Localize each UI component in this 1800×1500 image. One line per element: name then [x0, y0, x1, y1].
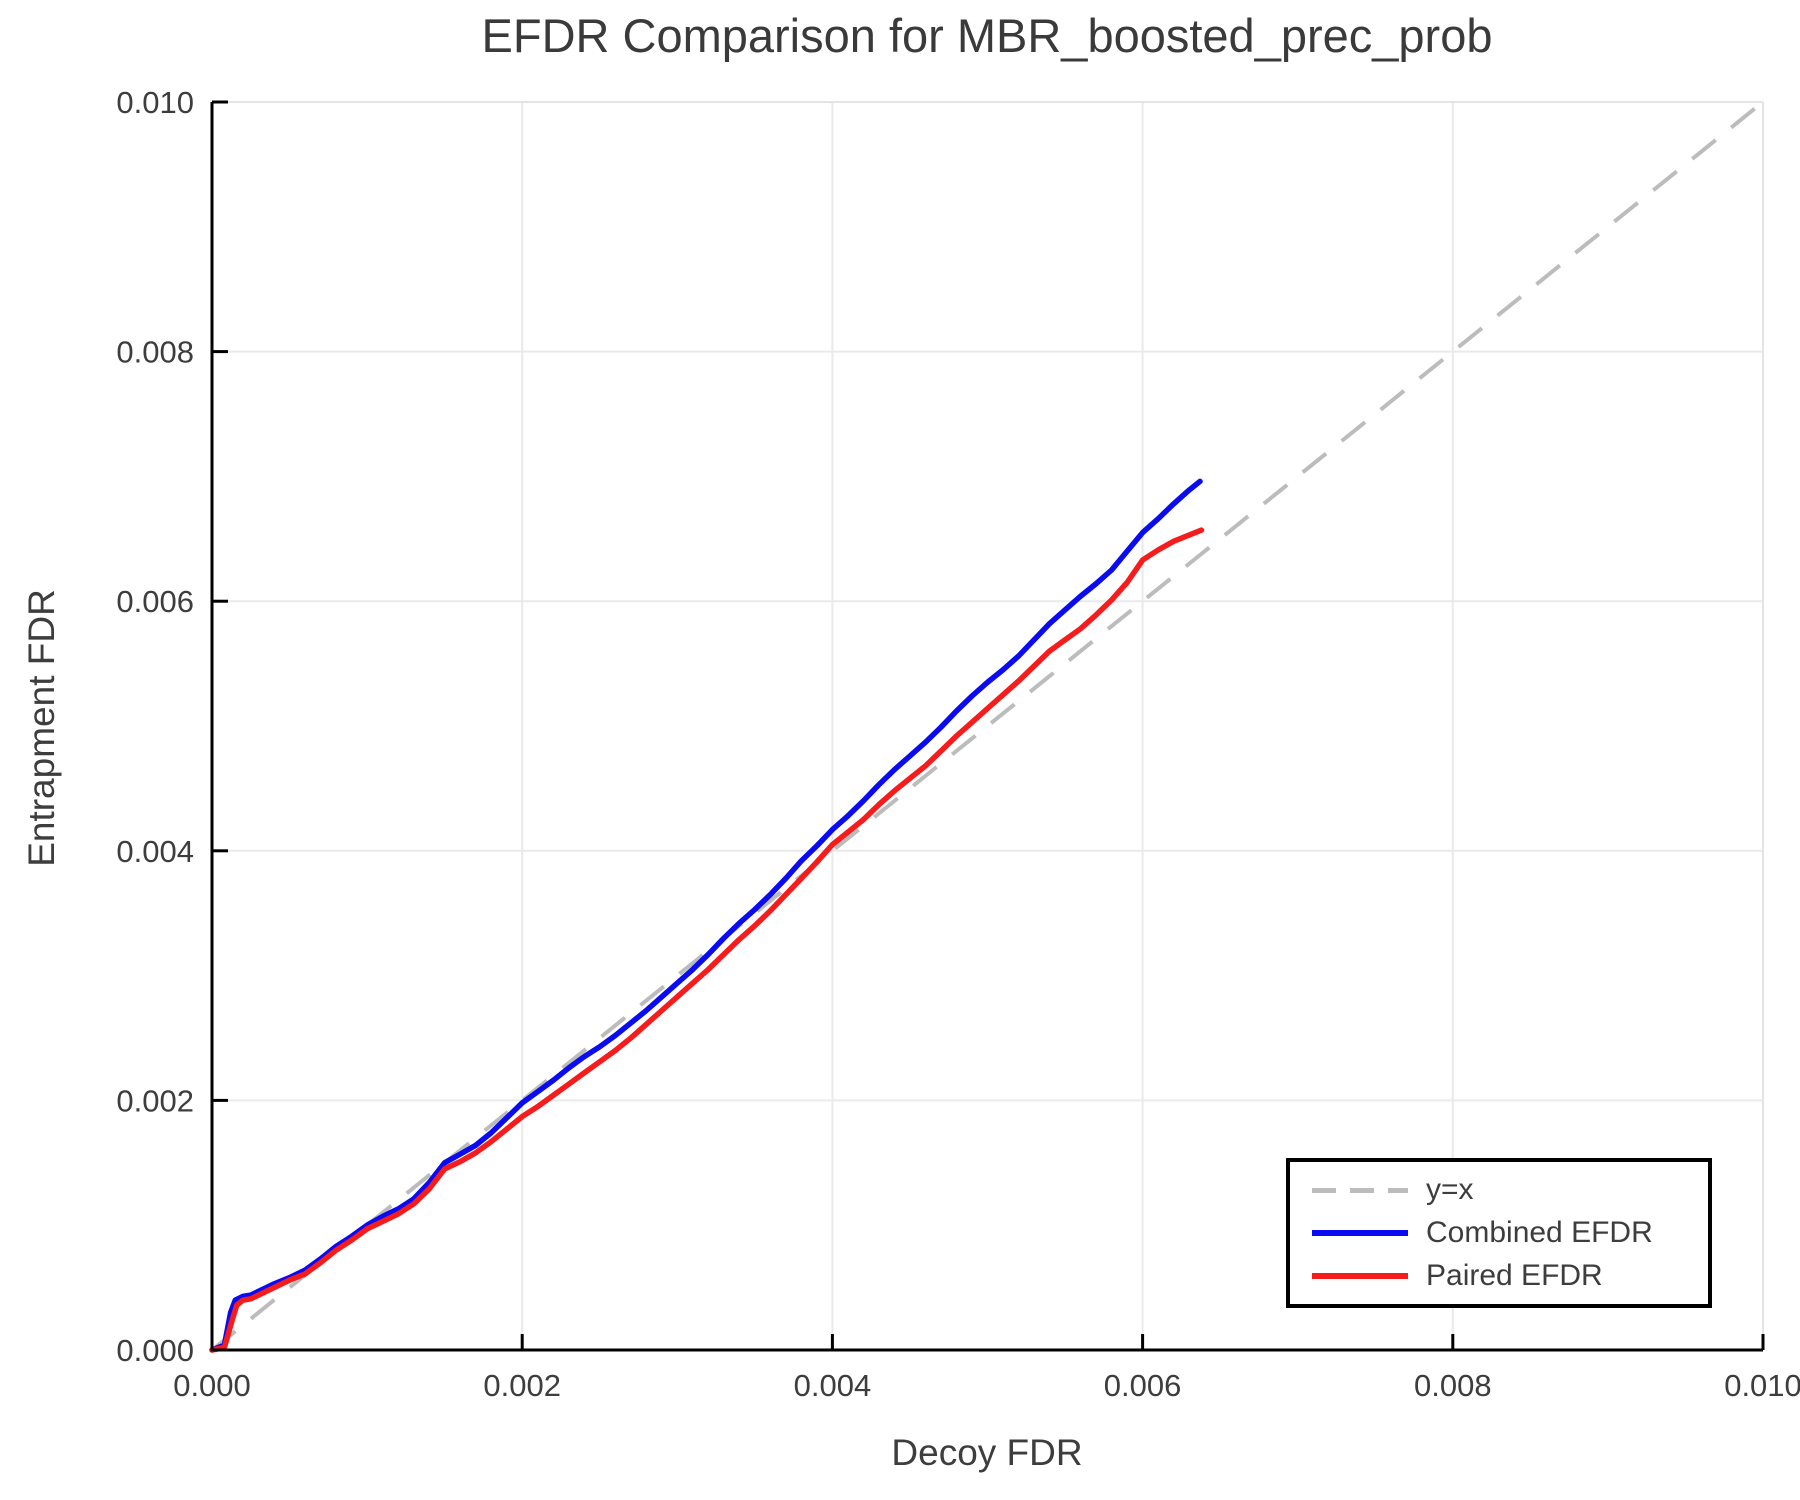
- y-tick-label: 0.000: [116, 1333, 194, 1368]
- legend-entry-paired-efdr: Paired EFDR: [1312, 1258, 1708, 1294]
- x-tick-label: 0.010: [1724, 1368, 1800, 1403]
- series-line-paired-efdr: [209, 527, 1205, 1353]
- series-line-combined-efdr: [209, 478, 1203, 1353]
- legend-line-sample-dashed: [1312, 1187, 1408, 1193]
- x-tick-label: 0.008: [1414, 1368, 1492, 1403]
- y-tick-label: 0.008: [116, 335, 194, 370]
- legend-label: Combined EFDR: [1426, 1216, 1653, 1249]
- legend-label: y=x: [1426, 1173, 1474, 1206]
- y-tick-label: 0.004: [116, 834, 194, 869]
- legend-line-sample-blue: [1312, 1230, 1408, 1236]
- identity-line: [210, 100, 1765, 1352]
- x-tick-label: 0.000: [173, 1368, 251, 1403]
- legend-entry-combined-efdr: Combined EFDR: [1312, 1215, 1708, 1251]
- x-tick-label: 0.002: [483, 1368, 561, 1403]
- legend-entry-yx: y=x: [1312, 1172, 1708, 1208]
- y-axis-label: Entrapment FDR: [21, 589, 62, 867]
- chart-title: EFDR Comparison for MBR_boosted_prec_pro…: [481, 9, 1493, 62]
- legend-box: y=x Combined EFDR Paired EFDR: [1286, 1158, 1712, 1308]
- legend-label: Paired EFDR: [1426, 1259, 1603, 1292]
- x-tick-label: 0.004: [794, 1368, 872, 1403]
- legend-line-sample-red: [1312, 1273, 1408, 1279]
- y-tick-label: 0.010: [116, 85, 194, 120]
- y-tick-label: 0.006: [116, 584, 194, 619]
- x-axis-label: Decoy FDR: [891, 1432, 1083, 1473]
- x-tick-label: 0.006: [1104, 1368, 1182, 1403]
- y-tick-label: 0.002: [116, 1083, 194, 1118]
